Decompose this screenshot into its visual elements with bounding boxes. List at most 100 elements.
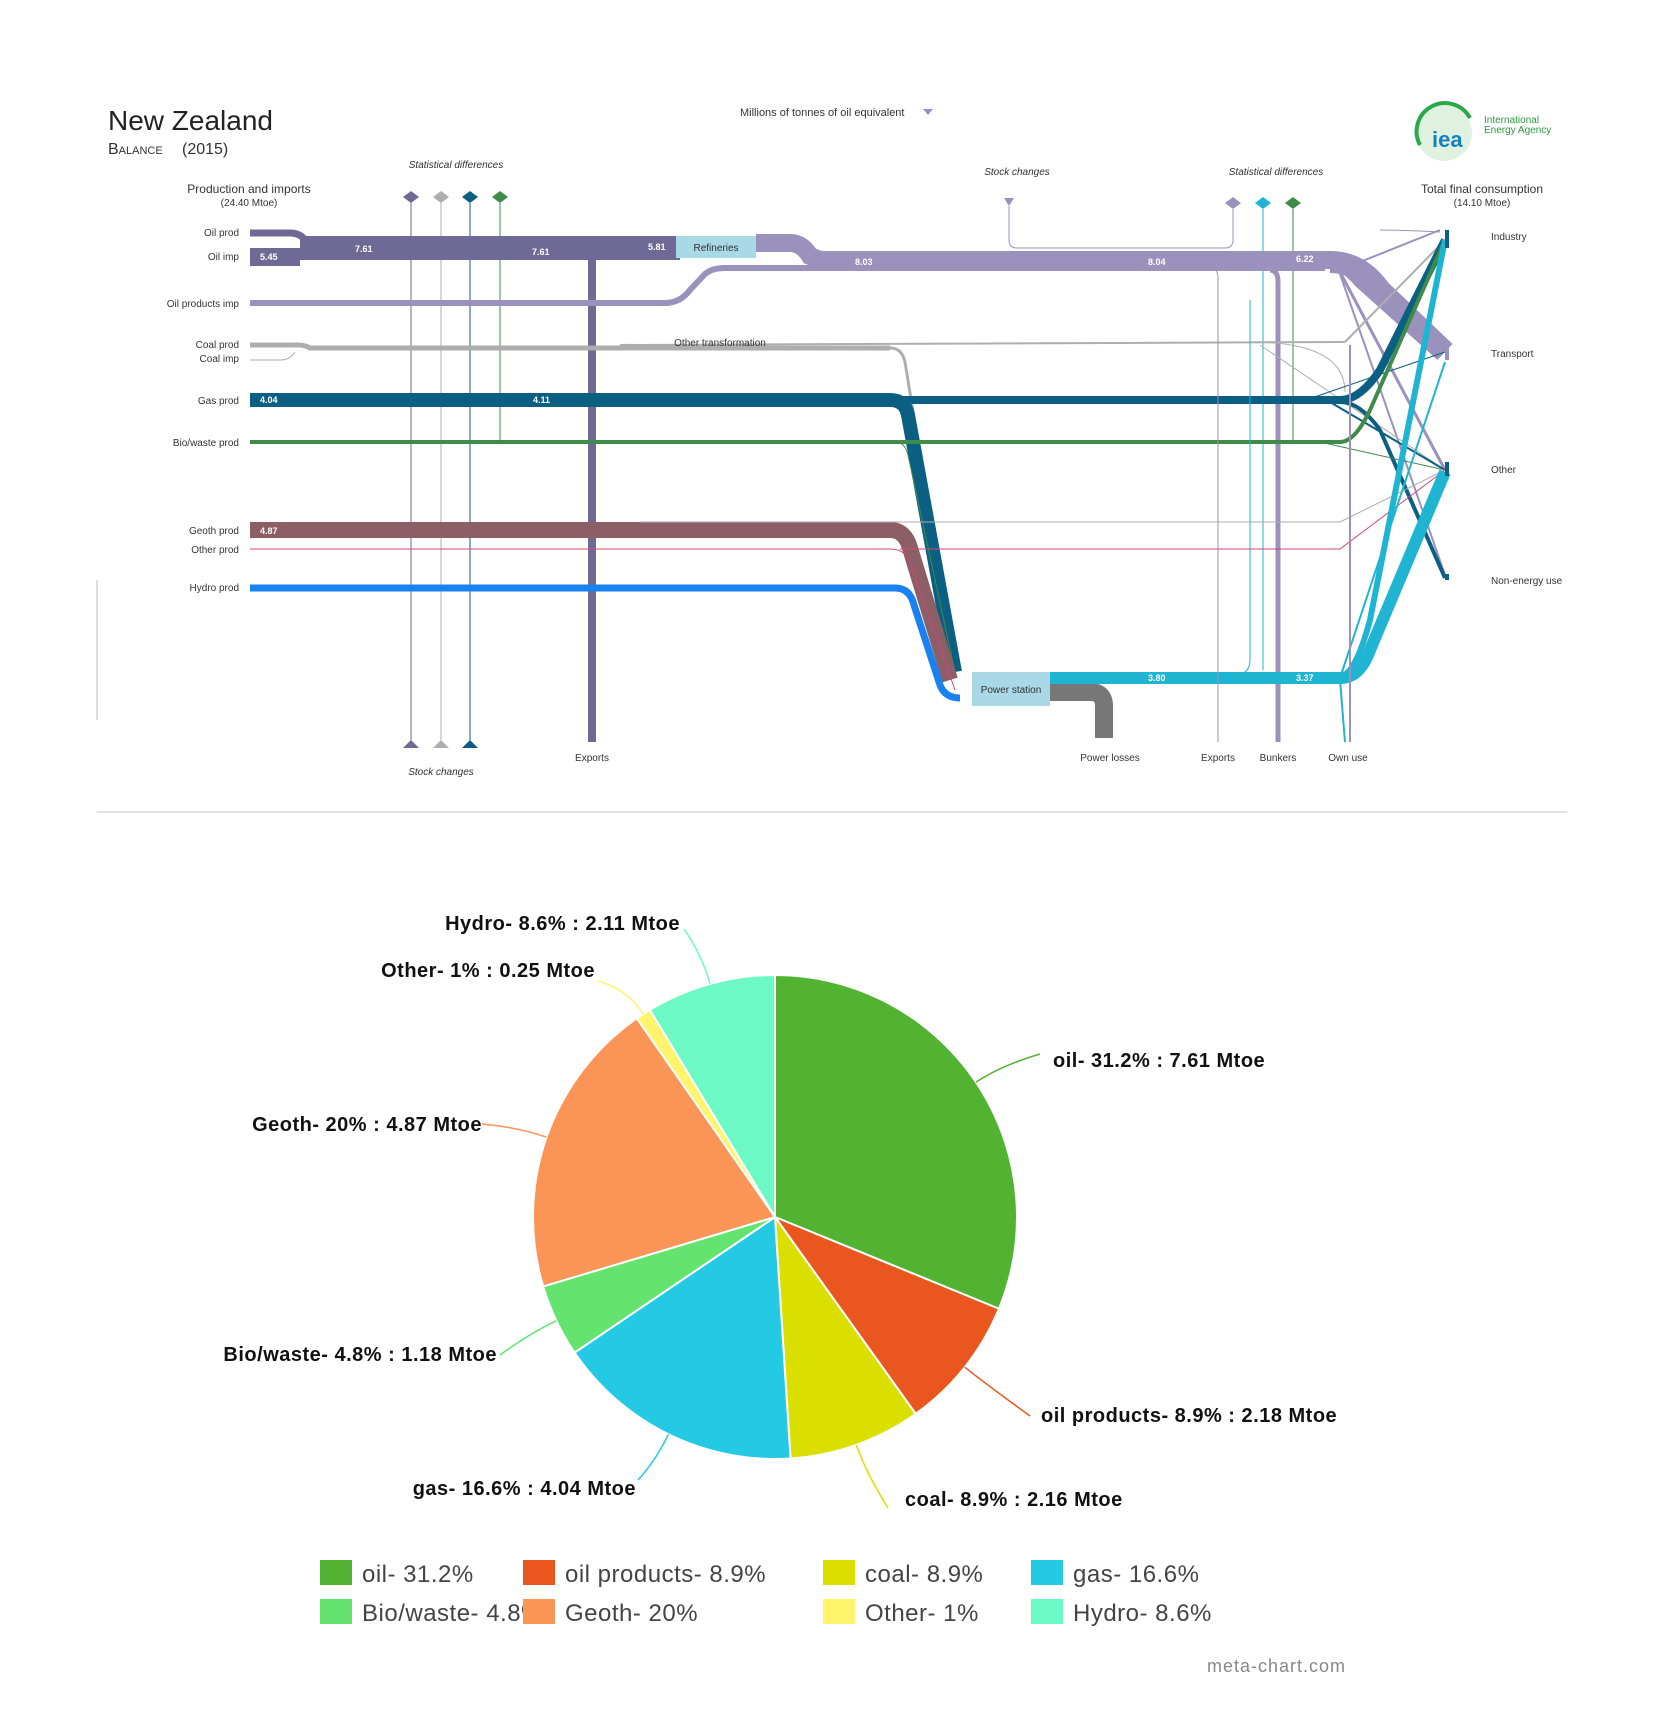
unit-selector[interactable]: Millions of tonnes of oil equivalent bbox=[740, 107, 904, 119]
flows bbox=[250, 229, 1453, 743]
pie-labels: oil- 31.2% : 7.61 Mtoe oil products- 8.9%… bbox=[223, 913, 1337, 1511]
source-label: Oil products imp bbox=[167, 299, 240, 310]
legend-swatch bbox=[1031, 1560, 1063, 1585]
value-geoth: 4.87 bbox=[260, 526, 278, 536]
pie-slice-label: Hydro- 8.6% : 2.11 Mtoe bbox=[445, 913, 680, 935]
value-oil-products-b: 8.04 bbox=[1148, 257, 1166, 267]
source-label: Hydro prod bbox=[190, 583, 239, 594]
pie-slice-label: Other- 1% : 0.25 Mtoe bbox=[381, 960, 595, 982]
legend-item[interactable]: Other- 1% bbox=[823, 1599, 979, 1627]
legend-swatch bbox=[823, 1560, 855, 1585]
power-station-node bbox=[972, 672, 1050, 706]
flow-gas-industry bbox=[890, 238, 1449, 404]
pie-slice-label: Bio/waste- 4.8% : 1.18 Mtoe bbox=[223, 1344, 497, 1366]
legend-item[interactable]: Hydro- 8.6% bbox=[1031, 1599, 1212, 1627]
pie-legend: oil- 31.2% oil products- 8.9% coal- 8.9% ga… bbox=[320, 1560, 1212, 1627]
legend-swatch bbox=[523, 1599, 555, 1624]
sink-non-energy-bar bbox=[1445, 574, 1449, 580]
sink-other-bar bbox=[1445, 462, 1449, 476]
pie-slice-label: oil products- 8.9% : 2.18 Mtoe bbox=[1041, 1405, 1337, 1427]
stock-changes-label-bottom: Stock changes bbox=[408, 767, 474, 778]
sink-label: Non-energy use bbox=[1491, 576, 1563, 587]
source-label: Oil imp bbox=[208, 252, 240, 263]
value-electricity-b: 3.37 bbox=[1296, 673, 1314, 683]
legend-item[interactable]: Geoth- 20% bbox=[523, 1599, 698, 1627]
chevron-down-icon[interactable] bbox=[923, 109, 933, 115]
balance-label: Balance bbox=[108, 141, 163, 158]
sankey-frame bbox=[97, 60, 1567, 810]
power-station-label: Power station bbox=[981, 685, 1042, 696]
production-header: Production and imports bbox=[187, 182, 310, 196]
value-refinery-in: 5.81 bbox=[648, 242, 666, 252]
stat-diff-markers-right bbox=[1004, 197, 1301, 670]
pie-slice-label: oil- 31.2% : 7.61 Mtoe bbox=[1053, 1050, 1265, 1072]
legend-item[interactable]: gas- 16.6% bbox=[1031, 1560, 1199, 1588]
pie-slice-label: Geoth- 20% : 4.87 Mtoe bbox=[252, 1114, 482, 1136]
source-label: Gas prod bbox=[198, 396, 239, 407]
other-transformation-label: Other transformation bbox=[674, 338, 766, 349]
pie-slice bbox=[772, 1214, 1001, 1416]
pie-leader-line bbox=[597, 980, 644, 1015]
legend-item[interactable]: oil products- 8.9% bbox=[523, 1560, 766, 1588]
legend-item[interactable]: coal- 8.9% bbox=[823, 1560, 983, 1588]
pie-leader-line bbox=[855, 1444, 889, 1509]
flow-value-labels: 5.45 7.61 7.61 5.81 8.03 8.04 6.22 4.81 … bbox=[260, 242, 1470, 683]
exports-label-left: Exports bbox=[575, 753, 609, 764]
refineries-node bbox=[676, 236, 756, 258]
exports-label-right: Exports bbox=[1201, 753, 1235, 764]
value-oil-imp: 5.45 bbox=[260, 252, 278, 262]
source-label: Coal imp bbox=[200, 354, 240, 365]
value-oil-products-c: 6.22 bbox=[1296, 254, 1314, 264]
flow-coal bbox=[250, 342, 890, 351]
flow-power-losses bbox=[1050, 683, 1113, 738]
sink-label: Industry bbox=[1491, 232, 1527, 243]
value-gas-prod: 4.04 bbox=[260, 395, 278, 405]
pie-slice bbox=[773, 1213, 918, 1460]
legend-label: oil- 31.2% bbox=[362, 1561, 474, 1588]
sink-label: Other bbox=[1491, 465, 1517, 476]
legend-swatch bbox=[320, 1599, 352, 1624]
pie-leader-lines bbox=[481, 928, 1041, 1509]
logo-text: iea bbox=[1432, 127, 1463, 152]
refineries-label: Refineries bbox=[693, 243, 738, 254]
value-transport: 4.81 bbox=[1452, 349, 1470, 359]
pie-leader-line bbox=[481, 1123, 547, 1138]
pie-panel: oil- 31.2% : 7.61 Mtoe oil products- 8.9%… bbox=[0, 830, 1654, 1715]
logo-org-line1: International bbox=[1484, 115, 1539, 126]
legend-label: gas- 16.6% bbox=[1073, 1561, 1199, 1588]
legend-swatch bbox=[320, 1560, 352, 1585]
source-label: Oil prod bbox=[204, 228, 239, 239]
year-label: (2015) bbox=[182, 141, 228, 158]
production-total: (24.40 Mtoe) bbox=[221, 198, 278, 209]
flow-bunkers bbox=[1269, 267, 1281, 742]
pie-slice-label: gas- 16.6% : 4.04 Mtoe bbox=[413, 1478, 636, 1500]
pie-leader-line bbox=[975, 1053, 1041, 1083]
node-labels: Refineries Other transformation Power st… bbox=[575, 243, 1368, 764]
sankey-panel: New Zealand Balance (2015) Millions of t… bbox=[0, 0, 1654, 830]
source-label: Other prod bbox=[191, 545, 239, 556]
source-label: Bio/waste prod bbox=[173, 438, 239, 449]
flow-hydro bbox=[250, 584, 961, 702]
stat-diff-markers-left bbox=[403, 191, 508, 740]
flow-transport bbox=[1329, 251, 1453, 360]
sink-transport-bar bbox=[1445, 342, 1449, 360]
value-gas-total: 4.11 bbox=[533, 395, 550, 405]
pie-slice-label: coal- 8.9% : 2.16 Mtoe bbox=[905, 1489, 1123, 1511]
sankey-diagram: New Zealand Balance (2015) Millions of t… bbox=[96, 60, 1567, 813]
flow-other bbox=[250, 548, 956, 691]
legend-swatch bbox=[523, 1560, 555, 1585]
stock-changes-label-top: Stock changes bbox=[984, 167, 1050, 178]
pie-slice bbox=[774, 973, 1018, 1311]
pie-chart: oil- 31.2% : 7.61 Mtoe oil products- 8.9%… bbox=[223, 913, 1345, 1676]
legend-item[interactable]: oil- 31.2% bbox=[320, 1560, 474, 1588]
legend-label: Geoth- 20% bbox=[565, 1600, 698, 1627]
legend-item[interactable]: Bio/waste- 4.8% bbox=[320, 1599, 543, 1627]
source-label: Geoth prod bbox=[189, 526, 239, 537]
legend-swatch bbox=[1031, 1599, 1063, 1624]
legend-label: coal- 8.9% bbox=[865, 1561, 983, 1588]
value-oil-products-a: 8.03 bbox=[855, 257, 873, 267]
sink-labels: Industry Transport Other Non-energy use bbox=[1491, 232, 1563, 587]
legend-label: oil products- 8.9% bbox=[565, 1561, 766, 1588]
power-losses-label: Power losses bbox=[1080, 753, 1139, 764]
sink-label: Transport bbox=[1491, 349, 1534, 360]
